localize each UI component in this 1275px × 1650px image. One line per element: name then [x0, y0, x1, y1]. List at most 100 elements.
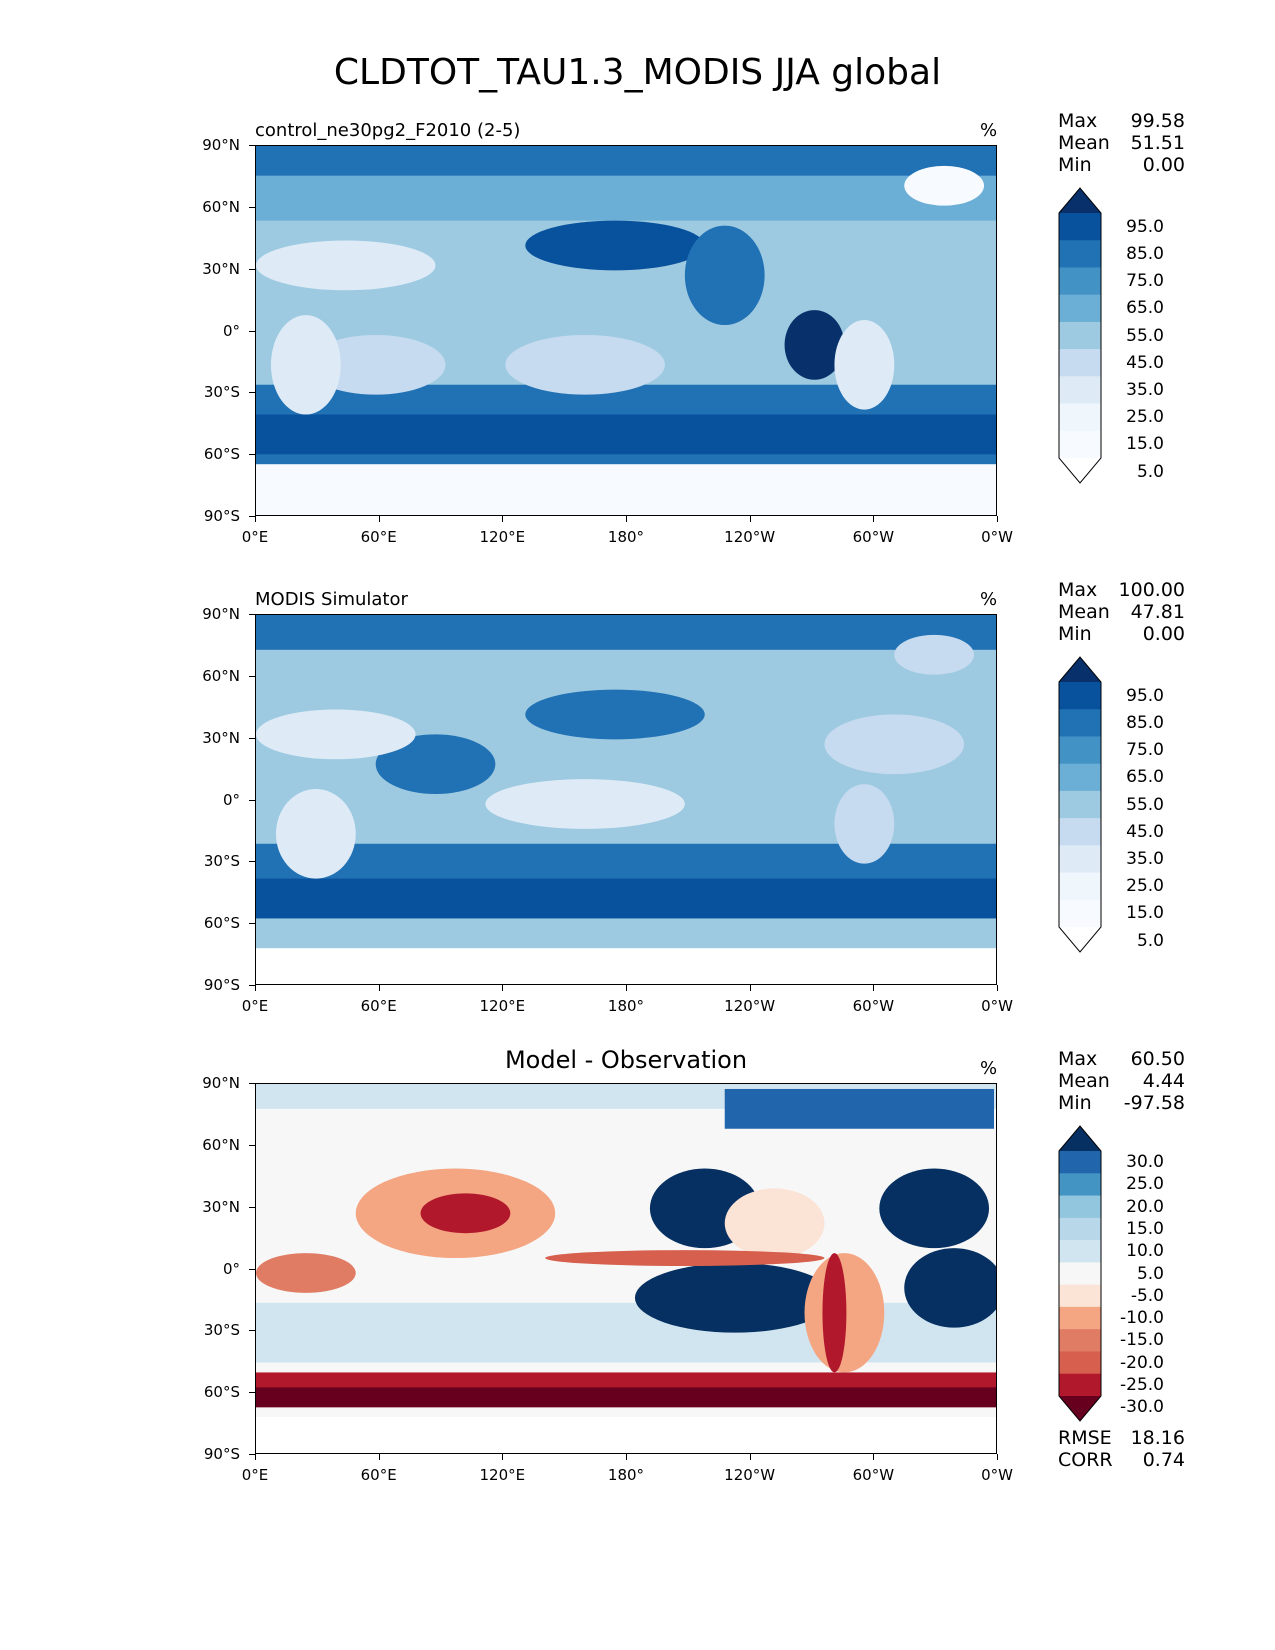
lon-tick-label: 60°E	[360, 997, 397, 1015]
figure-title: CLDTOT_TAU1.3_MODIS JJA global	[333, 52, 942, 93]
colorbar-segment	[1059, 376, 1101, 405]
panel-title: control_ne30pg2_F2010 (2-5)	[255, 120, 521, 141]
lat-tick-mark	[249, 330, 255, 332]
map-canvas	[256, 615, 996, 984]
colorbar-tick-label: 30.0	[1126, 1152, 1164, 1173]
lon-tick-mark	[997, 985, 998, 991]
lat-tick-label: 90°S	[203, 976, 240, 994]
lat-tick-mark	[249, 1268, 255, 1270]
colorbar-tick-label: 65.0	[1126, 767, 1164, 788]
colorbar-segment	[1059, 430, 1101, 459]
colorbar-tick-label: 25.0	[1126, 876, 1164, 897]
lon-tick-mark	[626, 516, 627, 522]
colorbar-tick-label: 85.0	[1126, 243, 1164, 264]
colorbar-segment	[1059, 1195, 1101, 1219]
stat-value: 0.00	[1142, 154, 1185, 176]
map-canvas	[256, 1084, 996, 1453]
lat-tick-label: 60°S	[203, 1383, 240, 1402]
panel-title: Model - Observation	[504, 1046, 748, 1074]
colorbar	[1058, 1125, 1102, 1422]
lat-tick-label: 30°S	[203, 1321, 240, 1340]
lat-tick-label: 30°S	[203, 383, 240, 402]
colorbar-tick-label: 55.0	[1126, 794, 1164, 815]
lon-tick-label: 180°	[607, 528, 645, 546]
lon-tick-label: 0°E	[241, 528, 269, 546]
lat-tick-mark	[249, 614, 255, 615]
lat-tick-label: 30°N	[202, 1197, 240, 1216]
lon-tick-label: 60°W	[852, 528, 895, 546]
colorbar-tick-label: 15.0	[1126, 903, 1164, 924]
colorbar-outline	[1058, 187, 1102, 484]
colorbar-tick-label: 85.0	[1126, 712, 1164, 733]
lat-tick-mark	[249, 799, 255, 801]
lat-tick-label: 0°	[222, 1259, 240, 1278]
colorbar-extend-bottom	[1059, 927, 1101, 952]
colorbar-tick-label: 5.0	[1136, 930, 1164, 951]
lon-tick-mark	[626, 985, 627, 991]
stat-label: Max	[1058, 110, 1098, 132]
colorbar-tick-label: -20.0	[1120, 1352, 1164, 1373]
stat-label: Max	[1058, 1048, 1098, 1070]
lat-tick-mark	[249, 454, 255, 456]
lat-tick-mark	[249, 268, 255, 270]
lon-tick-mark	[255, 985, 256, 991]
colorbar-tick-label: 5.0	[1136, 461, 1164, 482]
colorbar-tick-label: 95.0	[1126, 216, 1164, 237]
lat-tick-mark	[249, 1392, 255, 1394]
corr-value: 0.74	[1142, 1449, 1185, 1471]
lat-tick-label: 30°N	[202, 728, 240, 747]
lon-tick-mark	[749, 1454, 751, 1460]
stat-label: Min	[1058, 623, 1092, 645]
lat-tick-mark	[249, 985, 255, 986]
stat-label: Min	[1058, 1092, 1092, 1114]
colorbar-segment	[1059, 1217, 1101, 1241]
colorbar-extend-bottom	[1059, 458, 1101, 483]
lat-tick-label: 0°	[222, 790, 240, 809]
lon-tick-mark	[749, 516, 751, 522]
lat-tick-label: 30°S	[203, 852, 240, 871]
colorbar-segment	[1059, 267, 1101, 296]
lat-tick-mark	[249, 737, 255, 739]
lat-tick-mark	[249, 1083, 255, 1084]
colorbar-segment	[1059, 736, 1101, 765]
lon-tick-mark	[502, 1454, 504, 1460]
colorbar-segment	[1059, 1351, 1101, 1375]
lon-tick-mark	[749, 985, 751, 991]
metrics-block: RMSE 18.16 CORR 0.74	[1058, 1427, 1185, 1471]
map-model	[255, 145, 997, 516]
colorbar-tick-label: 35.0	[1126, 848, 1164, 869]
lat-tick-mark	[249, 1206, 255, 1208]
lat-tick-mark	[249, 861, 255, 863]
lon-tick-mark	[378, 516, 380, 522]
lat-tick-mark	[249, 923, 255, 925]
colorbar-segment	[1059, 818, 1101, 846]
panel-unit: %	[980, 1058, 998, 1079]
colorbar-segment	[1059, 682, 1101, 710]
stat-value: 4.44	[1142, 1070, 1185, 1092]
lat-tick-label: 90°N	[202, 1074, 240, 1092]
rmse-value: 18.16	[1130, 1427, 1185, 1449]
stat-value: 100.00	[1118, 579, 1185, 601]
colorbar-tick-label: -25.0	[1120, 1374, 1164, 1395]
map-difference	[255, 1083, 997, 1454]
colorbar	[1058, 187, 1102, 484]
colorbar-segment	[1059, 899, 1101, 928]
lat-tick-mark	[249, 392, 255, 394]
colorbar-tick-label: 45.0	[1126, 821, 1164, 842]
stat-label: Mean	[1058, 601, 1110, 623]
stat-label: Max	[1058, 579, 1098, 601]
lon-tick-label: 180°	[607, 1466, 645, 1484]
panel-unit: %	[980, 120, 998, 141]
lon-tick-mark	[255, 1454, 256, 1460]
lat-tick-label: 60°S	[203, 445, 240, 464]
lat-tick-mark	[249, 1454, 255, 1455]
colorbar-tick-label: 55.0	[1126, 325, 1164, 346]
colorbar-tick-label: 20.0	[1126, 1196, 1164, 1217]
colorbar-segment	[1059, 709, 1101, 737]
lon-tick-label: 120°E	[479, 528, 526, 546]
rmse-label: RMSE	[1058, 1427, 1112, 1449]
lat-tick-label: 60°S	[203, 914, 240, 933]
stats-block: Max 99.58 Mean 51.51 Min 0.00	[1058, 110, 1185, 176]
lat-tick-mark	[249, 516, 255, 517]
colorbar-segment	[1059, 872, 1101, 901]
